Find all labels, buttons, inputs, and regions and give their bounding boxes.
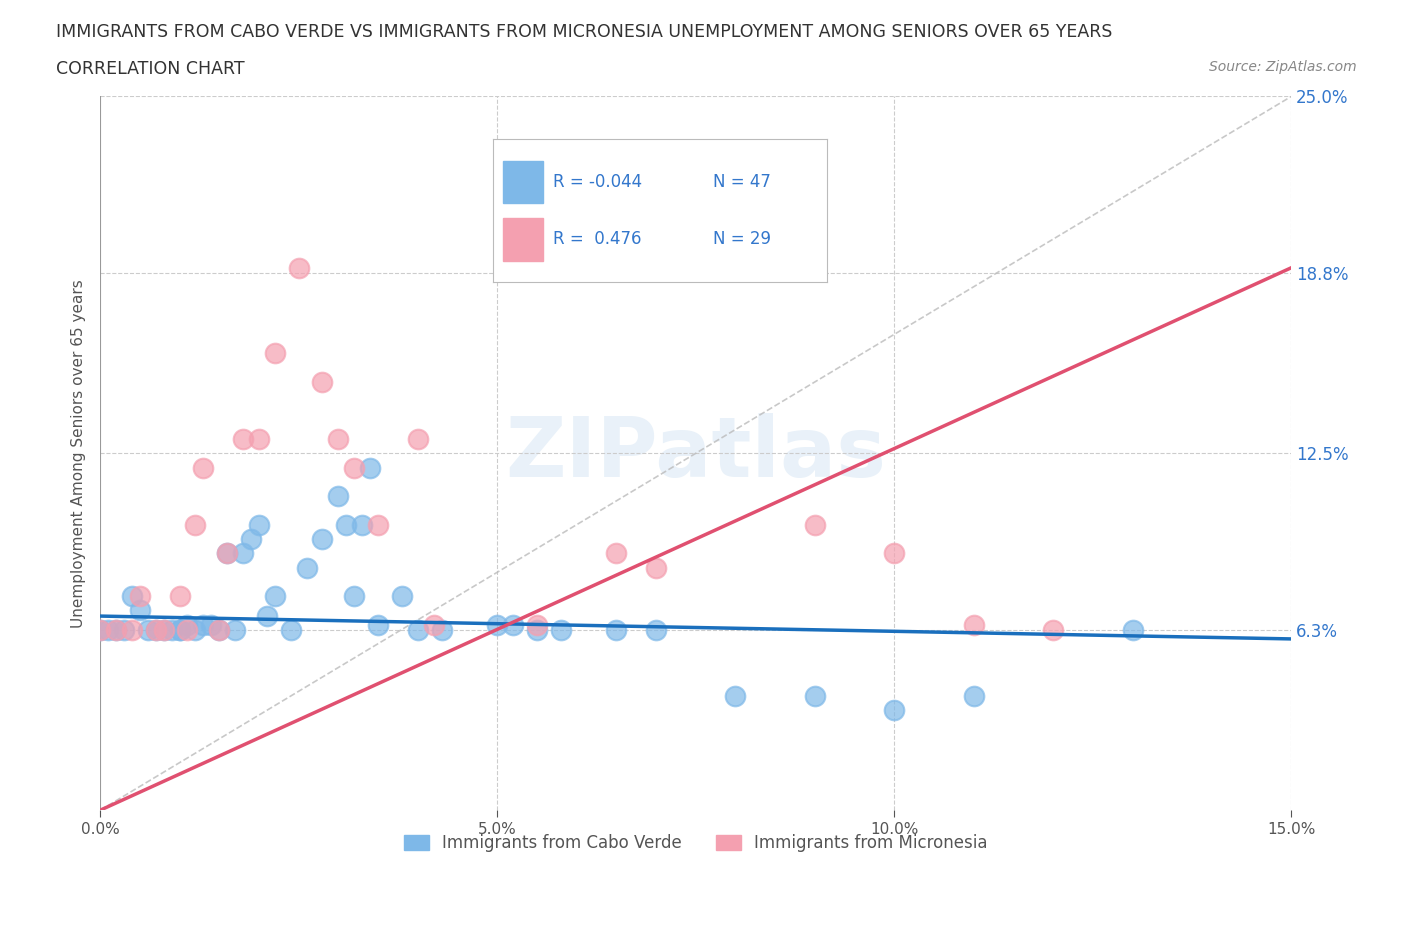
Point [280,623,302,638]
Point [193,618,215,632]
Point [367,618,389,632]
Point [352,517,374,532]
Point [121,623,143,638]
Point [152,623,174,638]
Point [208,623,231,638]
Point [263,589,285,604]
Point [422,618,444,632]
Point [963,618,986,632]
Point [112,623,135,638]
Point [328,488,350,503]
Point [1042,623,1064,638]
Point [430,623,453,638]
Point [160,623,183,638]
Point [526,623,548,638]
Point [169,623,191,638]
Point [883,546,905,561]
Point [343,460,366,475]
Text: IMMIGRANTS FROM CABO VERDE VS IMMIGRANTS FROM MICRONESIA UNEMPLOYMENT AMONG SENI: IMMIGRANTS FROM CABO VERDE VS IMMIGRANTS… [56,23,1112,41]
Point [247,432,270,446]
Point [184,517,207,532]
Point [121,589,143,604]
Point [105,623,128,638]
Point [193,460,215,475]
Point [287,260,309,275]
Point [200,618,222,632]
Point [128,603,150,618]
Point [406,432,429,446]
Point [232,432,254,446]
Point [804,517,827,532]
Point [605,623,627,638]
Point [328,432,350,446]
Point [169,589,191,604]
Point [176,618,198,632]
Point [883,703,905,718]
Point [208,623,231,638]
Point [502,618,524,632]
Point [335,517,357,532]
Point [145,623,167,638]
Point [724,688,747,703]
Point [263,346,285,361]
Point [963,688,986,703]
Point [343,589,366,604]
Point [367,517,389,532]
Point [224,623,246,638]
Point [217,546,239,561]
Point [550,623,572,638]
Point [605,546,627,561]
Point [232,546,254,561]
Text: CORRELATION CHART: CORRELATION CHART [56,60,245,78]
Point [184,623,207,638]
Point [311,532,333,547]
Point [247,517,270,532]
Point [128,589,150,604]
Point [359,460,381,475]
Legend: Immigrants from Cabo Verde, Immigrants from Micronesia: Immigrants from Cabo Verde, Immigrants f… [398,828,994,859]
Point [169,623,191,638]
Point [804,688,827,703]
Point [145,623,167,638]
Point [256,608,278,623]
Text: ZIPatlas: ZIPatlas [505,413,886,494]
Point [311,375,333,390]
Point [217,546,239,561]
Point [240,532,263,547]
Point [89,623,111,638]
Point [97,623,120,638]
Point [89,623,111,638]
Point [645,623,668,638]
Point [152,623,174,638]
Point [526,618,548,632]
Text: Source: ZipAtlas.com: Source: ZipAtlas.com [1209,60,1357,74]
Point [136,623,159,638]
Point [406,623,429,638]
Point [295,560,318,575]
Point [105,623,128,638]
Point [486,618,509,632]
Point [1121,623,1143,638]
Point [176,623,198,638]
Y-axis label: Unemployment Among Seniors over 65 years: Unemployment Among Seniors over 65 years [72,279,86,628]
Point [391,589,413,604]
Point [645,560,668,575]
